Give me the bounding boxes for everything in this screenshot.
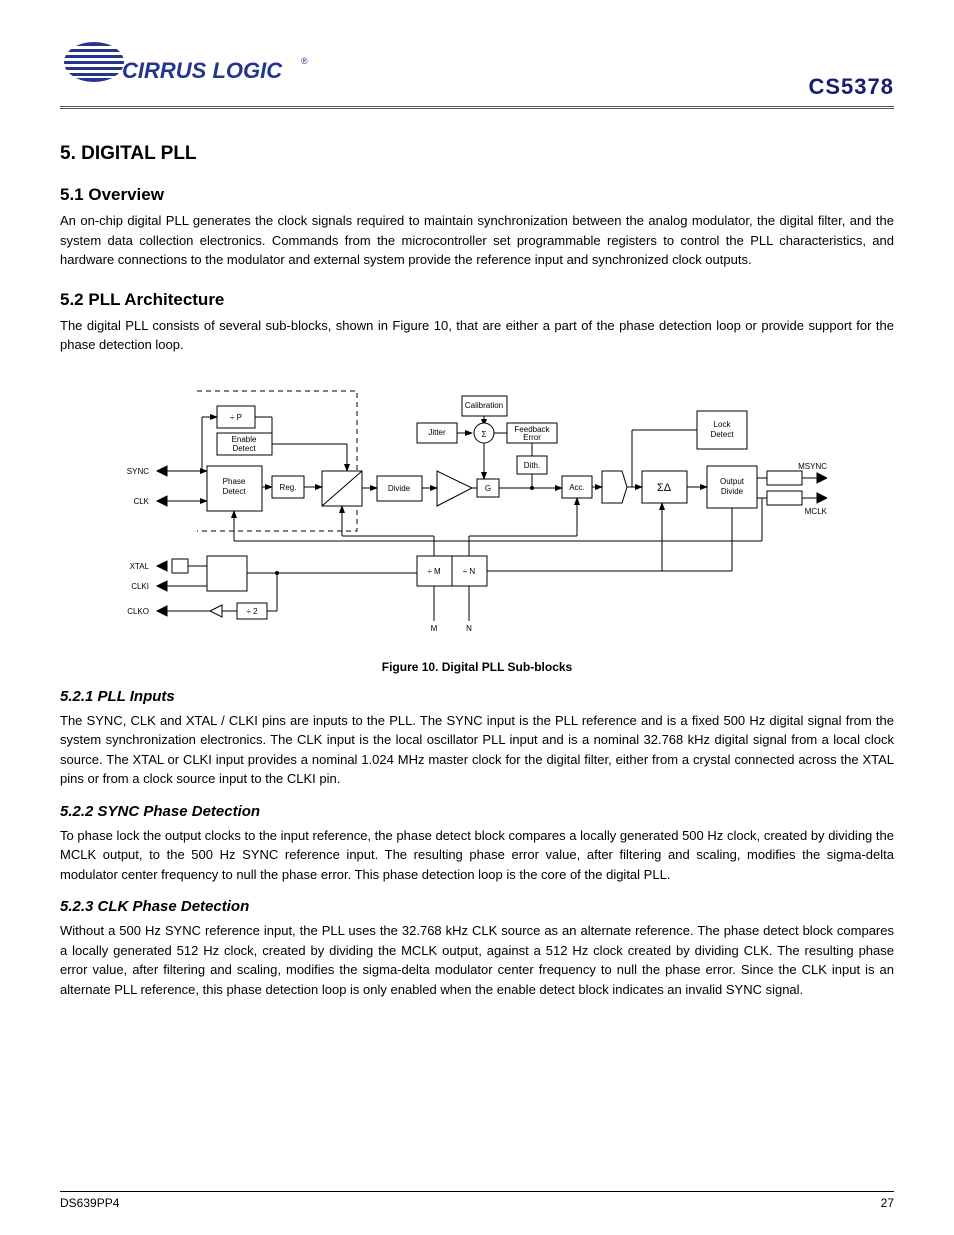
svg-text:Σ: Σ <box>482 430 487 439</box>
svg-text:Detect: Detect <box>222 487 246 496</box>
section-5-2-2-heading: 5.2.2 SYNC Phase Detection <box>60 803 894 820</box>
figure-caption: Figure 10. Digital PLL Sub-blocks <box>60 660 894 674</box>
svg-text:XTAL: XTAL <box>130 562 150 571</box>
svg-text:÷ P: ÷ P <box>230 413 242 422</box>
svg-text:G: G <box>485 484 491 493</box>
section-5-2-3-heading: 5.2.3 CLK Phase Detection <box>60 898 894 915</box>
section-5-2-1-heading: 5.2.1 PLL Inputs <box>60 688 894 705</box>
page-footer: DS639PP4 27 <box>60 1191 894 1210</box>
page: CIRRUS LOGIC ® CS5378 5. DIGITAL PLL 5.1… <box>0 0 954 1235</box>
svg-text:CLK: CLK <box>133 497 149 506</box>
footer-docid: DS639PP4 <box>60 1196 119 1210</box>
part-number: CS5378 <box>808 74 894 100</box>
svg-text:Detect: Detect <box>710 430 734 439</box>
svg-text:Acc.: Acc. <box>569 483 585 492</box>
svg-text:Output: Output <box>720 477 745 486</box>
svg-text:SYNC: SYNC <box>127 467 149 476</box>
svg-text:Divide: Divide <box>721 487 744 496</box>
svg-text:Detect: Detect <box>232 444 256 453</box>
block-diagram-svg: SYNC CLK Phase Detect ÷ P Enable <box>127 371 827 651</box>
svg-text:CLKI: CLKI <box>131 582 149 591</box>
svg-text:N: N <box>466 624 472 633</box>
svg-text:÷ M: ÷ M <box>427 567 441 576</box>
svg-text:Dith.: Dith. <box>524 461 540 470</box>
section-5-1-heading: 5.1 Overview <box>60 185 894 205</box>
svg-text:Reg.: Reg. <box>280 483 297 492</box>
section-5-2-body: The digital PLL consists of several sub-… <box>60 316 894 355</box>
svg-text:CLKO: CLKO <box>127 607 149 616</box>
svg-text:÷ 2: ÷ 2 <box>246 607 258 616</box>
svg-text:÷ N: ÷ N <box>463 567 476 576</box>
svg-text:Phase: Phase <box>223 477 246 486</box>
svg-text:Error: Error <box>523 433 541 442</box>
svg-text:CIRRUS LOGIC: CIRRUS LOGIC <box>122 58 283 83</box>
section-5-2-2-body: To phase lock the output clocks to the i… <box>60 826 894 885</box>
svg-text:Divide: Divide <box>388 484 411 493</box>
section-5-2-heading: 5.2 PLL Architecture <box>60 290 894 310</box>
svg-text:ΣΔ: ΣΔ <box>657 482 672 494</box>
company-logo: CIRRUS LOGIC ® <box>60 40 310 100</box>
footer-pageno: 27 <box>881 1196 894 1210</box>
svg-text:MCLK: MCLK <box>805 507 827 516</box>
page-header: CIRRUS LOGIC ® CS5378 <box>60 40 894 109</box>
section-5-heading: 5. DIGITAL PLL <box>60 143 894 165</box>
svg-text:Lock: Lock <box>714 420 732 429</box>
svg-text:Calibration: Calibration <box>465 401 503 410</box>
section-5-2-1-body: The SYNC, CLK and XTAL / CLKI pins are i… <box>60 711 894 789</box>
figure-10: SYNC CLK Phase Detect ÷ P Enable <box>60 371 894 674</box>
section-5-1-body: An on-chip digital PLL generates the clo… <box>60 211 894 270</box>
svg-text:Enable: Enable <box>232 435 257 444</box>
svg-text:Jitter: Jitter <box>428 428 446 437</box>
svg-text:MSYNC: MSYNC <box>798 462 827 471</box>
svg-text:M: M <box>431 624 438 633</box>
svg-text:®: ® <box>301 56 308 66</box>
section-5-2-3-body: Without a 500 Hz SYNC reference input, t… <box>60 921 894 999</box>
